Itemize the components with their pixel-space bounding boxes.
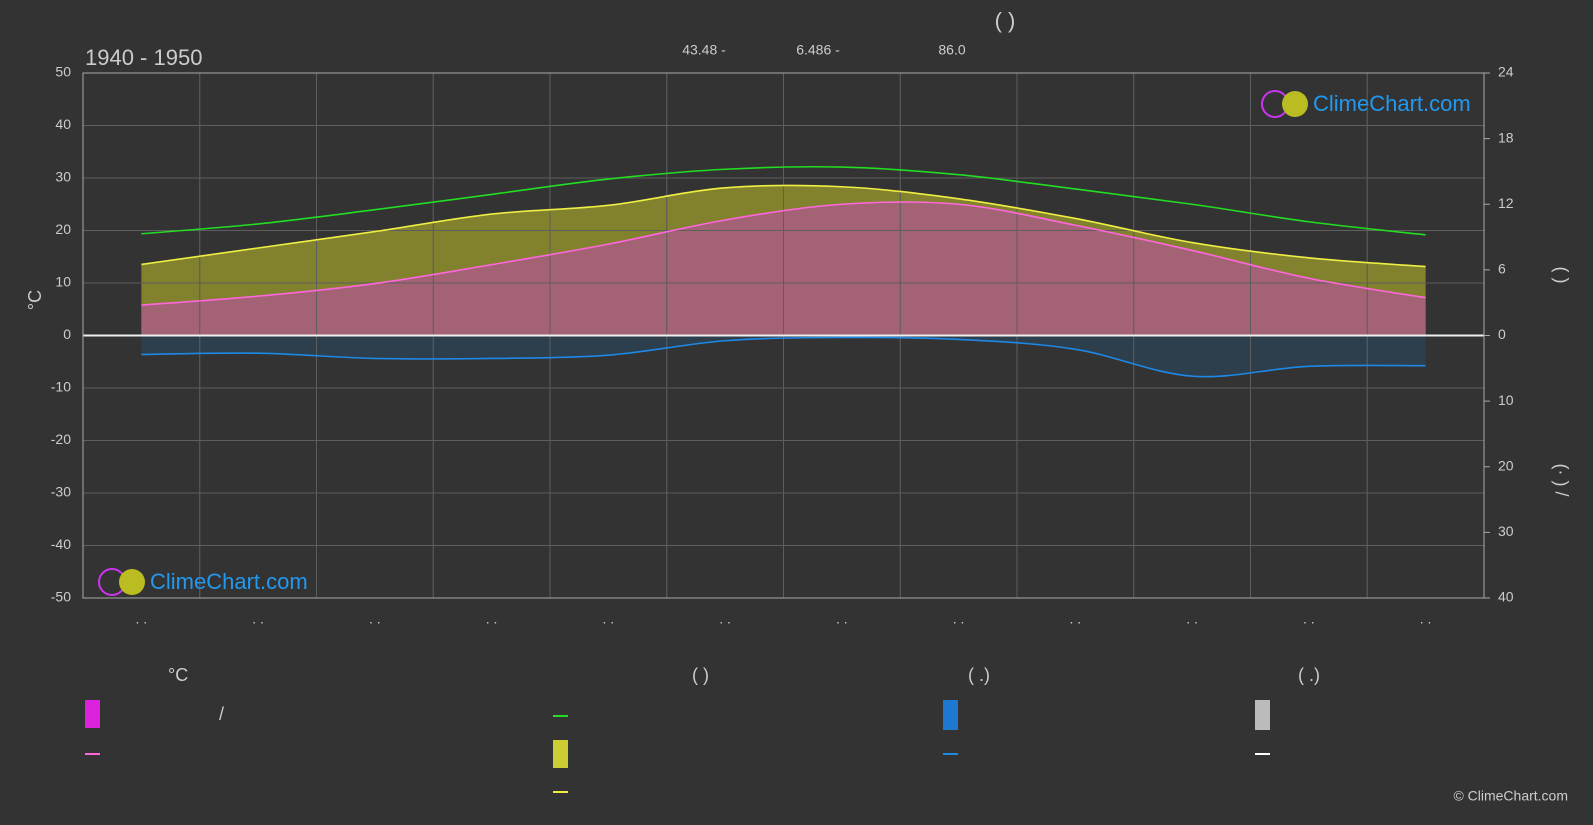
y2-axis-label: ( ) xyxy=(1551,267,1571,284)
legend-header: °C xyxy=(168,665,188,685)
legend-header: ( .) xyxy=(1298,665,1320,685)
y-tick-label: -30 xyxy=(51,484,71,500)
y3-axis-label: (· ) / xyxy=(1551,464,1571,497)
x-tick-label: . . xyxy=(603,611,615,627)
x-tick-label: . . xyxy=(1070,611,1082,627)
y2-tick-label: 18 xyxy=(1498,129,1514,145)
legend-swatch xyxy=(85,700,100,728)
x-tick-label: . . xyxy=(252,611,264,627)
subtitle-item: 43.48 - xyxy=(682,42,726,58)
y3-tick-label: 40 xyxy=(1498,589,1514,605)
x-tick-label: . . xyxy=(136,611,148,627)
y2-tick-label: 0 xyxy=(1498,326,1506,342)
watermark: ClimeChart.com xyxy=(150,569,308,594)
legend-swatch xyxy=(943,700,958,730)
subtitle-item: 6.486 - xyxy=(796,42,840,58)
watermark: ClimeChart.com xyxy=(1313,91,1471,116)
x-tick-label: . . xyxy=(486,611,498,627)
chart-title: ( ) xyxy=(995,8,1016,33)
y3-tick-label: 30 xyxy=(1498,523,1514,539)
legend-swatch xyxy=(1255,700,1270,730)
daylight-line xyxy=(141,165,1426,236)
logo xyxy=(1282,91,1308,117)
y2-tick-label: 6 xyxy=(1498,261,1506,277)
precipitation-line xyxy=(141,336,1426,378)
x-tick-label: . . xyxy=(1186,611,1198,627)
legend-swatch xyxy=(553,740,568,768)
x-tick-label: . . xyxy=(953,611,965,627)
y3-tick-label: 10 xyxy=(1498,392,1514,408)
x-tick-label: . . xyxy=(369,611,381,627)
subtitle-item: 86.0 xyxy=(938,42,965,58)
y-tick-label: -10 xyxy=(51,379,71,395)
logo xyxy=(119,569,145,595)
sunshine-line xyxy=(141,184,1426,268)
y-tick-label: -50 xyxy=(51,589,71,605)
y-tick-label: -40 xyxy=(51,536,71,552)
y-tick-label: 40 xyxy=(55,116,71,132)
x-tick-label: . . xyxy=(1303,611,1315,627)
y2-tick-label: 24 xyxy=(1498,64,1514,80)
y-tick-label: -20 xyxy=(51,431,71,447)
y2-tick-label: 12 xyxy=(1498,195,1514,211)
copyright: © ClimeChart.com xyxy=(1453,788,1568,804)
x-tick-label: . . xyxy=(719,611,731,627)
legend-text: / xyxy=(219,704,224,724)
precipitation-area xyxy=(141,335,1426,377)
legend-header: ( ) xyxy=(692,665,709,685)
plot-frame xyxy=(82,72,1485,599)
y-tick-label: 10 xyxy=(55,274,71,290)
temperature-line xyxy=(141,201,1426,306)
y3-tick-label: 20 xyxy=(1498,457,1514,473)
y-tick-label: 0 xyxy=(63,326,71,342)
y-tick-label: 20 xyxy=(55,221,71,237)
y-axis-label: °C xyxy=(25,290,45,310)
legend-header: ( .) xyxy=(968,665,990,685)
x-tick-label: . . xyxy=(1420,611,1432,627)
x-tick-label: . . xyxy=(836,611,848,627)
y-tick-label: 30 xyxy=(55,169,71,185)
y-tick-label: 50 xyxy=(55,64,71,80)
period: 1940 - 1950 xyxy=(85,45,202,70)
